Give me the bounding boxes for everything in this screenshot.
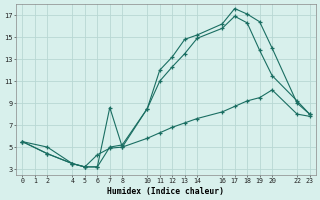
X-axis label: Humidex (Indice chaleur): Humidex (Indice chaleur) xyxy=(108,187,225,196)
